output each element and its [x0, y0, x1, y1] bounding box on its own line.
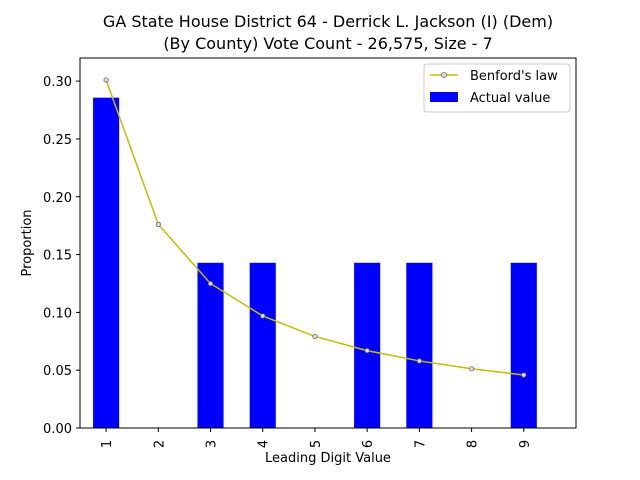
benford-point-1: [103, 77, 109, 83]
benford-point-3: [207, 280, 214, 287]
bar-digit-4: [249, 262, 276, 428]
benford-point-2: [155, 221, 161, 227]
legend-box: [423, 63, 571, 113]
x-tick-label: 7: [413, 440, 428, 448]
legend-bar-swatch: [430, 92, 458, 102]
bar-digit-9: [510, 262, 537, 428]
benford-point-4: [260, 313, 266, 319]
benford-point-9: [521, 372, 527, 378]
y-tick-label: 0.20: [43, 191, 72, 206]
y-tick-label: 0.00: [43, 422, 72, 437]
x-axis-label: Leading Digit Value: [265, 451, 391, 466]
axes-frame: [79, 57, 577, 429]
bar-digit-7: [406, 262, 433, 428]
bar-digit-1: [93, 97, 120, 429]
chart-title-line1: GA State House District 64 - Derrick L. …: [103, 12, 553, 31]
bar-digit-3: [197, 262, 224, 428]
x-tick-label: 1: [100, 440, 115, 448]
x-tick-label: 9: [518, 440, 533, 448]
benford-line: [105, 79, 524, 376]
plot-area: 0.00 0.05 0.10 0.15 0.20 0.25 0.30 1 2 3 4 5 6 7 8 9: [43, 75, 537, 448]
x-tick-label: 4: [257, 440, 272, 448]
benford-point-6: [364, 348, 370, 354]
x-tick-label: 8: [466, 440, 481, 448]
y-tick-label: 0.15: [43, 249, 72, 264]
y-tick-label: 0.05: [43, 364, 72, 379]
y-axis-label: Proportion: [20, 209, 35, 276]
legend-label-actual: Actual value: [470, 91, 550, 106]
x-tick-label: 3: [205, 440, 220, 448]
benford-point-5: [312, 333, 318, 340]
legend: Benford's law Actual value: [423, 63, 571, 113]
y-tick-label: 0.10: [43, 306, 72, 321]
bar-digit-6: [354, 262, 381, 428]
x-tick-label: 6: [361, 440, 376, 448]
benford-point-8: [468, 366, 475, 372]
y-tick-label: 0.30: [43, 75, 72, 90]
x-tick-label: 2: [152, 440, 167, 448]
chart-title-line2: (By County) Vote Count - 26,575, Size - …: [163, 34, 492, 53]
benford-point-7: [416, 358, 422, 364]
y-tick-label: 0.25: [43, 133, 72, 148]
x-tick-label: 5: [309, 440, 324, 448]
legend-line-marker: [441, 72, 447, 78]
legend-label-benford: Benford's law: [470, 69, 558, 84]
